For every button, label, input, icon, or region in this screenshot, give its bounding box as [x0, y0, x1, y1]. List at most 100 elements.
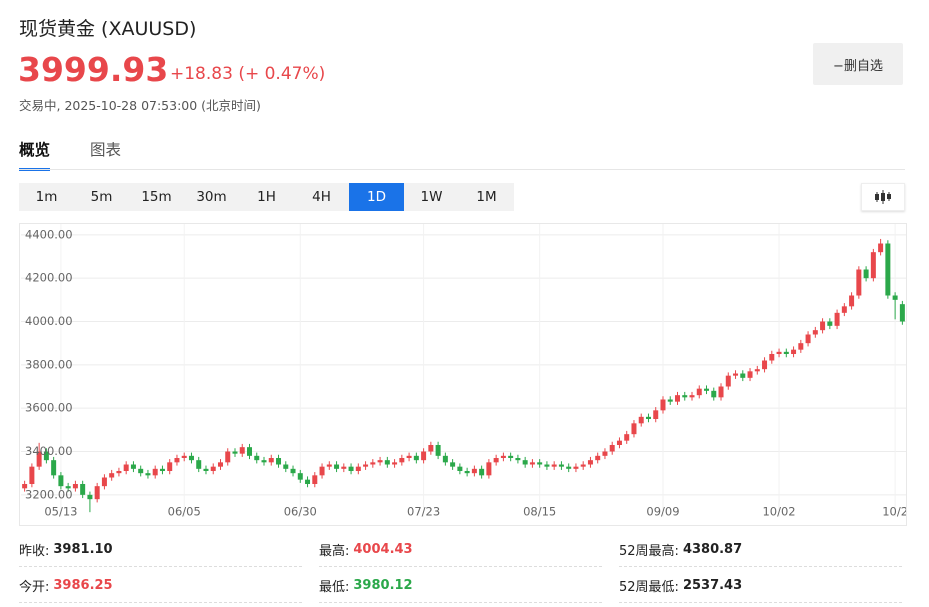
candle-body [529, 462, 535, 465]
candle-body [508, 455, 514, 458]
stat-label: 52周最高: [619, 543, 679, 559]
candle-body [87, 494, 93, 500]
candle-body [167, 462, 173, 471]
candle-body [856, 269, 862, 296]
candle-body [638, 416, 644, 424]
tab[interactable]: 概览 [19, 138, 51, 171]
candle-body [602, 451, 608, 456]
y-tick-label: 4200.00 [25, 271, 73, 285]
candle-body [479, 468, 485, 476]
candle-body [711, 390, 717, 398]
candle-body [36, 451, 42, 467]
stat-label: 52周最低: [619, 579, 679, 595]
remove-watchlist-button[interactable]: −删自选 [813, 43, 903, 85]
y-tick-label: 3400.00 [25, 444, 73, 458]
candle-body [239, 447, 245, 454]
x-tick-label: 10/2 [882, 505, 907, 519]
candle-body [624, 434, 630, 441]
candle-body [609, 445, 615, 452]
candle-body [493, 458, 499, 463]
y-tick-label: 3600.00 [25, 401, 73, 415]
x-tick-label: 06/05 [168, 505, 201, 519]
candle-body [174, 458, 180, 463]
timeframe-button[interactable]: 1m [35, 189, 58, 205]
candle-body [762, 360, 768, 370]
candle-body [645, 416, 651, 419]
x-tick-label: 06/30 [284, 505, 317, 519]
candle-body [725, 375, 731, 387]
candle-body [486, 462, 492, 476]
candle-body [674, 395, 680, 402]
candle-body [667, 399, 673, 402]
candle-body [319, 466, 325, 476]
timeframe-button[interactable]: 1D [349, 183, 404, 211]
candle-body [51, 460, 57, 476]
candle-body [791, 349, 797, 354]
candle-body [631, 423, 637, 435]
candle-body [805, 334, 811, 344]
timeframe-button[interactable]: 1M [476, 189, 497, 205]
candle-body [870, 252, 876, 279]
candle-body [181, 455, 187, 458]
candle-body [798, 343, 804, 350]
candle-body [660, 399, 666, 411]
candle-body [123, 464, 129, 471]
candle-body [283, 464, 289, 469]
timeframe-button[interactable]: 1H [257, 189, 276, 205]
candle-body [80, 484, 86, 495]
candle-body [682, 395, 688, 398]
stat: 52周最低: 2537.43 [619, 568, 902, 603]
candle-body [783, 351, 789, 354]
stat-value: 3986.25 [53, 577, 113, 593]
timeframe-button[interactable]: 15m [141, 189, 172, 205]
candle-body [587, 460, 593, 465]
price: 3999.93 [18, 50, 169, 89]
candle-body [689, 395, 695, 398]
x-tick-label: 09/09 [646, 505, 679, 519]
stat: 昨收: 3981.10 [19, 532, 302, 567]
candle-body [217, 462, 223, 467]
candle-body [413, 455, 419, 461]
candle-body [268, 458, 274, 463]
candle-body [355, 466, 361, 471]
candle-body [747, 371, 753, 378]
candle-body [537, 462, 543, 465]
candle-body [580, 464, 586, 467]
candle-body [595, 455, 601, 461]
candle-body [718, 386, 724, 398]
candle-body [464, 471, 470, 474]
timeframe-button[interactable]: 5m [90, 189, 113, 205]
timeframe-button[interactable]: 1W [420, 189, 443, 205]
candle-body [276, 458, 282, 465]
candle-body [500, 455, 506, 458]
tab[interactable]: 图表 [90, 141, 122, 159]
chart-type-button[interactable] [861, 183, 905, 211]
candle-body [377, 460, 383, 463]
candle-body [334, 464, 340, 469]
candle-body [457, 466, 463, 471]
candle-body [297, 473, 303, 480]
candle-body [696, 388, 702, 396]
candle-body [392, 462, 398, 465]
stat-value: 3981.10 [53, 541, 113, 557]
candle-body [841, 306, 847, 313]
stat: 最低: 3980.12 [319, 568, 602, 603]
candle-icon [875, 190, 891, 204]
timeframe-button[interactable]: 4H [312, 189, 331, 205]
candle-body [863, 269, 869, 279]
candle-body [109, 473, 115, 478]
candle-body [138, 468, 144, 474]
timeframe-button[interactable]: 30m [196, 189, 227, 205]
stat: 今开: 3986.25 [19, 568, 302, 603]
y-tick-label: 4000.00 [25, 314, 73, 328]
candle-body [776, 351, 782, 354]
y-tick-label: 4400.00 [25, 227, 73, 241]
candle-body [225, 451, 231, 463]
stat-label: 昨收: [19, 543, 50, 559]
candle-body [130, 464, 136, 469]
stat-value: 3980.12 [353, 577, 413, 593]
candle-body [94, 486, 100, 500]
candle-body [159, 468, 165, 471]
stat: 最高: 4004.43 [319, 532, 602, 567]
